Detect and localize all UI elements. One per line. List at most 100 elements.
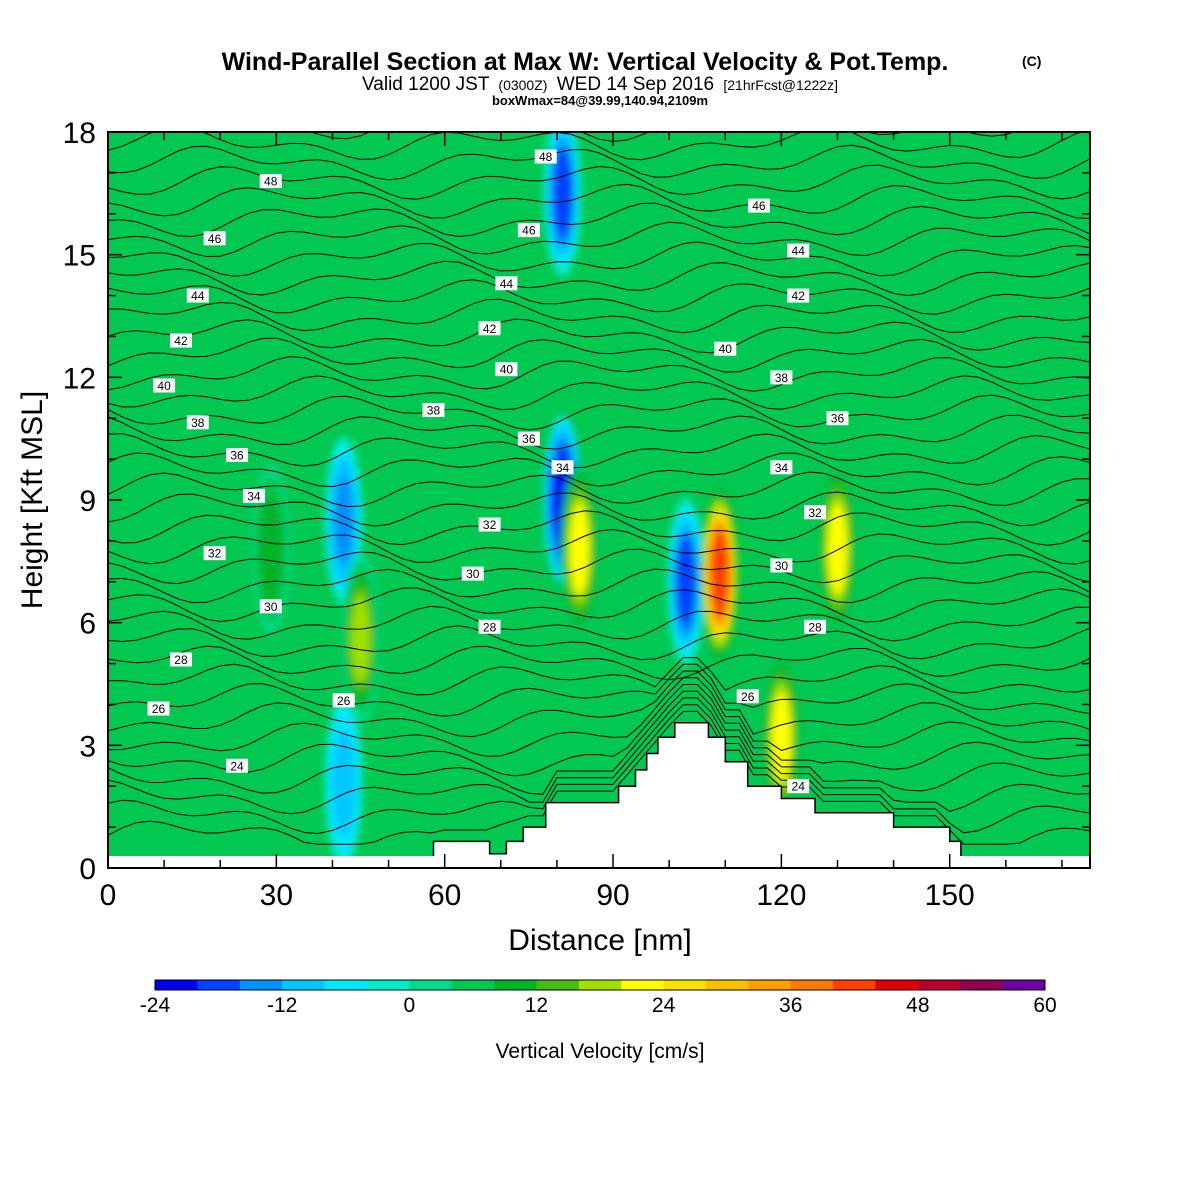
theta-contour-line [108, 690, 1090, 795]
theta-label: 34 [551, 460, 574, 475]
plot-area: 48 46 44 42 40 38 36 34 32 30 28 26 24 48 46 44 42 40 38 36… [108, 132, 1090, 868]
theta-label: 24 [787, 779, 810, 794]
ground-strip [108, 856, 1090, 868]
theta-label: 42 [478, 321, 501, 336]
theta-label-box [242, 488, 265, 503]
theta-label-box [422, 403, 445, 418]
colorbar-frame [154, 979, 1046, 991]
vv-feature-8 [700, 489, 739, 658]
colorbar-swatch [494, 980, 537, 990]
theta-label-box [747, 198, 770, 213]
theta-label-box [714, 341, 737, 356]
theta-label: 24 [226, 758, 249, 773]
theta-contour-line [108, 298, 1090, 334]
theta-contour-line [108, 491, 1090, 527]
theta-label-box [770, 558, 793, 573]
theta-label-box [259, 174, 282, 189]
theta-label: 38 [422, 403, 445, 418]
theta-contour-line [108, 663, 1090, 717]
theta-label: 36 [826, 411, 849, 426]
theta-contour-line [108, 605, 1090, 642]
theta-label-text: 38 [191, 416, 205, 430]
theta-label-text: 42 [483, 322, 497, 336]
theta-label: 48 [259, 174, 282, 189]
colorbar-swatch [282, 980, 326, 990]
contour-labels: 48 46 44 42 40 38 36 34 32 30 28 26 24 48 46 44 42 40 38 36… [147, 149, 849, 794]
theta-label: 34 [242, 488, 265, 503]
subtitle-date: WED 14 Sep 2016 [557, 74, 714, 95]
theta-label: 44 [495, 276, 518, 291]
vv-feature-7 [666, 497, 705, 666]
theta-label-box [259, 599, 282, 614]
colorbar-tick-label: -24 [140, 994, 171, 1017]
theta-label: 32 [478, 517, 501, 532]
theta-label-text: 42 [792, 289, 806, 303]
colorbar-swatch [536, 980, 580, 990]
theta-label-box [551, 460, 574, 475]
chart-title: Wind-Parallel Section at Max W: Vertical… [222, 48, 949, 76]
theta-label: 42 [787, 288, 810, 303]
theta-contour-line [108, 568, 1090, 604]
theta-contour-line [108, 625, 1090, 661]
theta-label-box [186, 415, 209, 430]
subtitle-valid: Valid 1200 JST [362, 74, 490, 95]
theta-label-box [478, 517, 501, 532]
x-tick-label: 60 [428, 879, 461, 912]
theta-contour-line [108, 433, 1090, 469]
theta-label-box [169, 652, 192, 667]
theta-contour-line [108, 684, 1090, 777]
vv-feature-6 [560, 464, 599, 634]
y-tick-label: 12 [63, 362, 96, 395]
vv-feature-10 [818, 464, 857, 634]
colorbar-tick-label: 24 [652, 994, 676, 1017]
theta-label: 28 [169, 652, 192, 667]
colorbar-label: Vertical Velocity [cm/s] [496, 1040, 705, 1063]
theta-label-box [787, 243, 810, 258]
x-tick-label: 90 [596, 879, 629, 912]
y-axis-label: Height [Kft MSL] [16, 391, 49, 609]
theta-contour-line [108, 677, 1090, 757]
theta-label-text: 46 [522, 224, 536, 238]
theta-label: 26 [332, 693, 355, 708]
colorbar-swatch [1002, 980, 1046, 990]
theta-label-text: 24 [230, 759, 244, 773]
theta-contour-line [108, 657, 1090, 696]
vv-feature-4 [543, 132, 582, 278]
theta-contour-line [108, 183, 1090, 219]
theta-label-box [804, 505, 827, 520]
theta-label-text: 24 [792, 780, 806, 794]
theta-label-box [770, 370, 793, 385]
theta-label: 46 [747, 198, 770, 213]
y-tick-label: 18 [63, 117, 96, 150]
theta-label-text: 30 [466, 567, 480, 581]
theta-label: 34 [770, 460, 793, 475]
theta-contour-line [108, 202, 1090, 238]
colorbar [154, 979, 1046, 991]
theta-label-box [226, 448, 249, 463]
theta-label: 38 [186, 415, 209, 430]
chart-title-mark: (C) [1022, 53, 1041, 69]
theta-contour-line [108, 528, 1090, 565]
theta-label: 42 [169, 333, 192, 348]
theta-label-text: 34 [556, 461, 570, 475]
subtitle-utc: (0300Z) [498, 77, 547, 93]
vv-level [261, 504, 281, 595]
theta-label: 36 [517, 431, 540, 446]
colorbar-tick-label: 36 [779, 994, 802, 1017]
vv-level [334, 737, 354, 828]
theta-label-text: 44 [792, 244, 806, 258]
theta-label-text: 38 [427, 404, 441, 418]
theta-contour-line [108, 510, 1090, 546]
y-tick-label: 6 [79, 608, 96, 641]
theta-label-box [203, 231, 226, 246]
theta-label: 26 [147, 701, 170, 716]
colorbar-swatch [155, 980, 198, 990]
x-tick-label: 150 [925, 879, 975, 912]
colorbar-swatch [917, 980, 961, 990]
x-axis-label: Distance [nm] [508, 924, 691, 957]
theta-label-text: 40 [157, 379, 171, 393]
vv-level [351, 594, 370, 685]
theta-contour-line [108, 710, 1090, 845]
theta-label: 36 [226, 448, 249, 463]
theta-label-box [461, 566, 484, 581]
